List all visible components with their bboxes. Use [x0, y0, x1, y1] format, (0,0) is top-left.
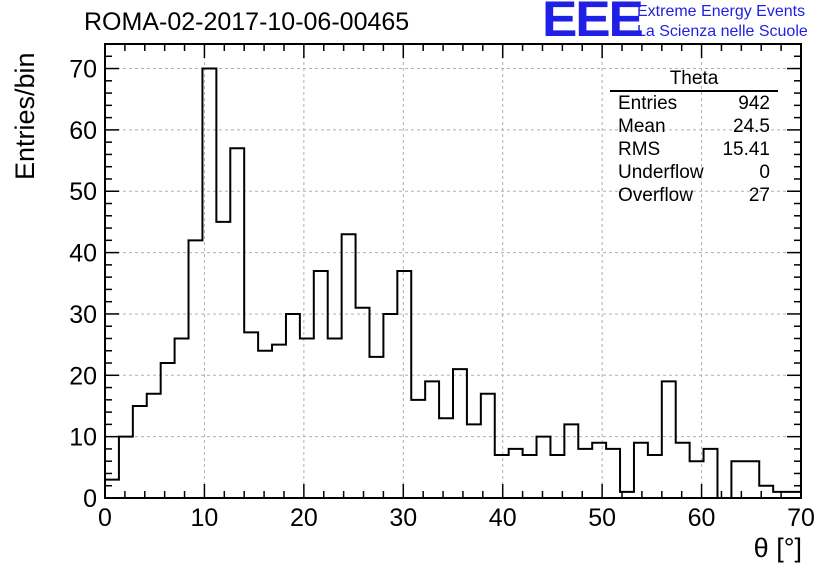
y-tick-label: 30	[69, 301, 97, 329]
chart-title: ROMA-02-2017-10-06-00465	[84, 8, 410, 36]
stats-value: 942	[738, 93, 770, 114]
stats-row-entries: Entries 942	[610, 92, 778, 115]
histogram-bars	[104, 67, 802, 499]
x-tick-label: 50	[588, 504, 616, 532]
stats-label: Mean	[618, 116, 666, 137]
stats-row-mean: Mean 24.5	[610, 115, 778, 138]
stats-label: RMS	[618, 139, 661, 160]
stats-label: Entries	[618, 93, 678, 114]
logo-caption-line1: Extreme Energy Events	[637, 3, 806, 20]
stats-box: Theta Entries 942 Mean 24.5 RMS 15.41 Un…	[610, 68, 778, 207]
x-tick-label: 40	[489, 504, 517, 532]
stats-value: 24.5	[733, 116, 770, 137]
tick-labels: 0 10 20 30 40 50 60 70 0 10 20 30 40 50 60 70	[69, 56, 815, 532]
y-tick-label: 70	[69, 56, 97, 84]
x-tick-label: 10	[191, 504, 219, 532]
stats-row-underflow: Underflow 0	[610, 161, 778, 184]
y-tick-label: 40	[69, 240, 97, 268]
plot-frame	[104, 43, 802, 499]
y-tick-label: 60	[69, 117, 97, 145]
y-tick-label: 50	[69, 178, 97, 206]
y-tick-label: 20	[69, 362, 97, 390]
stats-title: Theta	[610, 68, 778, 92]
axis-ticks	[104, 43, 802, 499]
stats-row-overflow: Overflow 27	[610, 184, 778, 207]
stats-label: Overflow	[618, 185, 693, 206]
x-tick-label: 60	[688, 504, 716, 532]
y-tick-label: 0	[83, 485, 97, 513]
y-axis-label: Entries/bin	[10, 52, 40, 180]
stats-row-rms: RMS 15.41	[610, 138, 778, 161]
stats-value: 15.41	[722, 139, 770, 160]
x-tick-label: 0	[98, 504, 112, 532]
x-tick-label: 70	[787, 504, 815, 532]
x-tick-label: 20	[290, 504, 318, 532]
logo-caption-line2: La Scienza nelle Scuole	[637, 23, 808, 40]
y-tick-label: 10	[69, 424, 97, 452]
stats-value: 27	[748, 185, 770, 206]
eee-logo: EEE	[542, 0, 644, 47]
x-axis-label: θ [°]	[753, 533, 802, 563]
stats-value: 0	[759, 162, 770, 183]
stats-label: Underflow	[618, 162, 704, 183]
x-tick-label: 30	[389, 504, 417, 532]
